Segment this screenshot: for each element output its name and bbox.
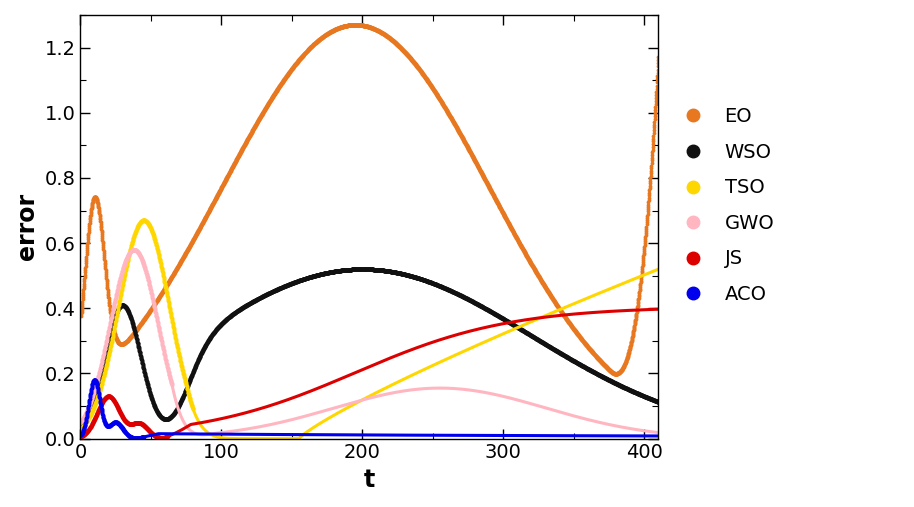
Legend: EO, WSO, TSO, GWO, JS, ACO: EO, WSO, TSO, GWO, JS, ACO	[674, 107, 774, 304]
Y-axis label: error: error	[15, 193, 39, 261]
X-axis label: t: t	[364, 468, 375, 492]
